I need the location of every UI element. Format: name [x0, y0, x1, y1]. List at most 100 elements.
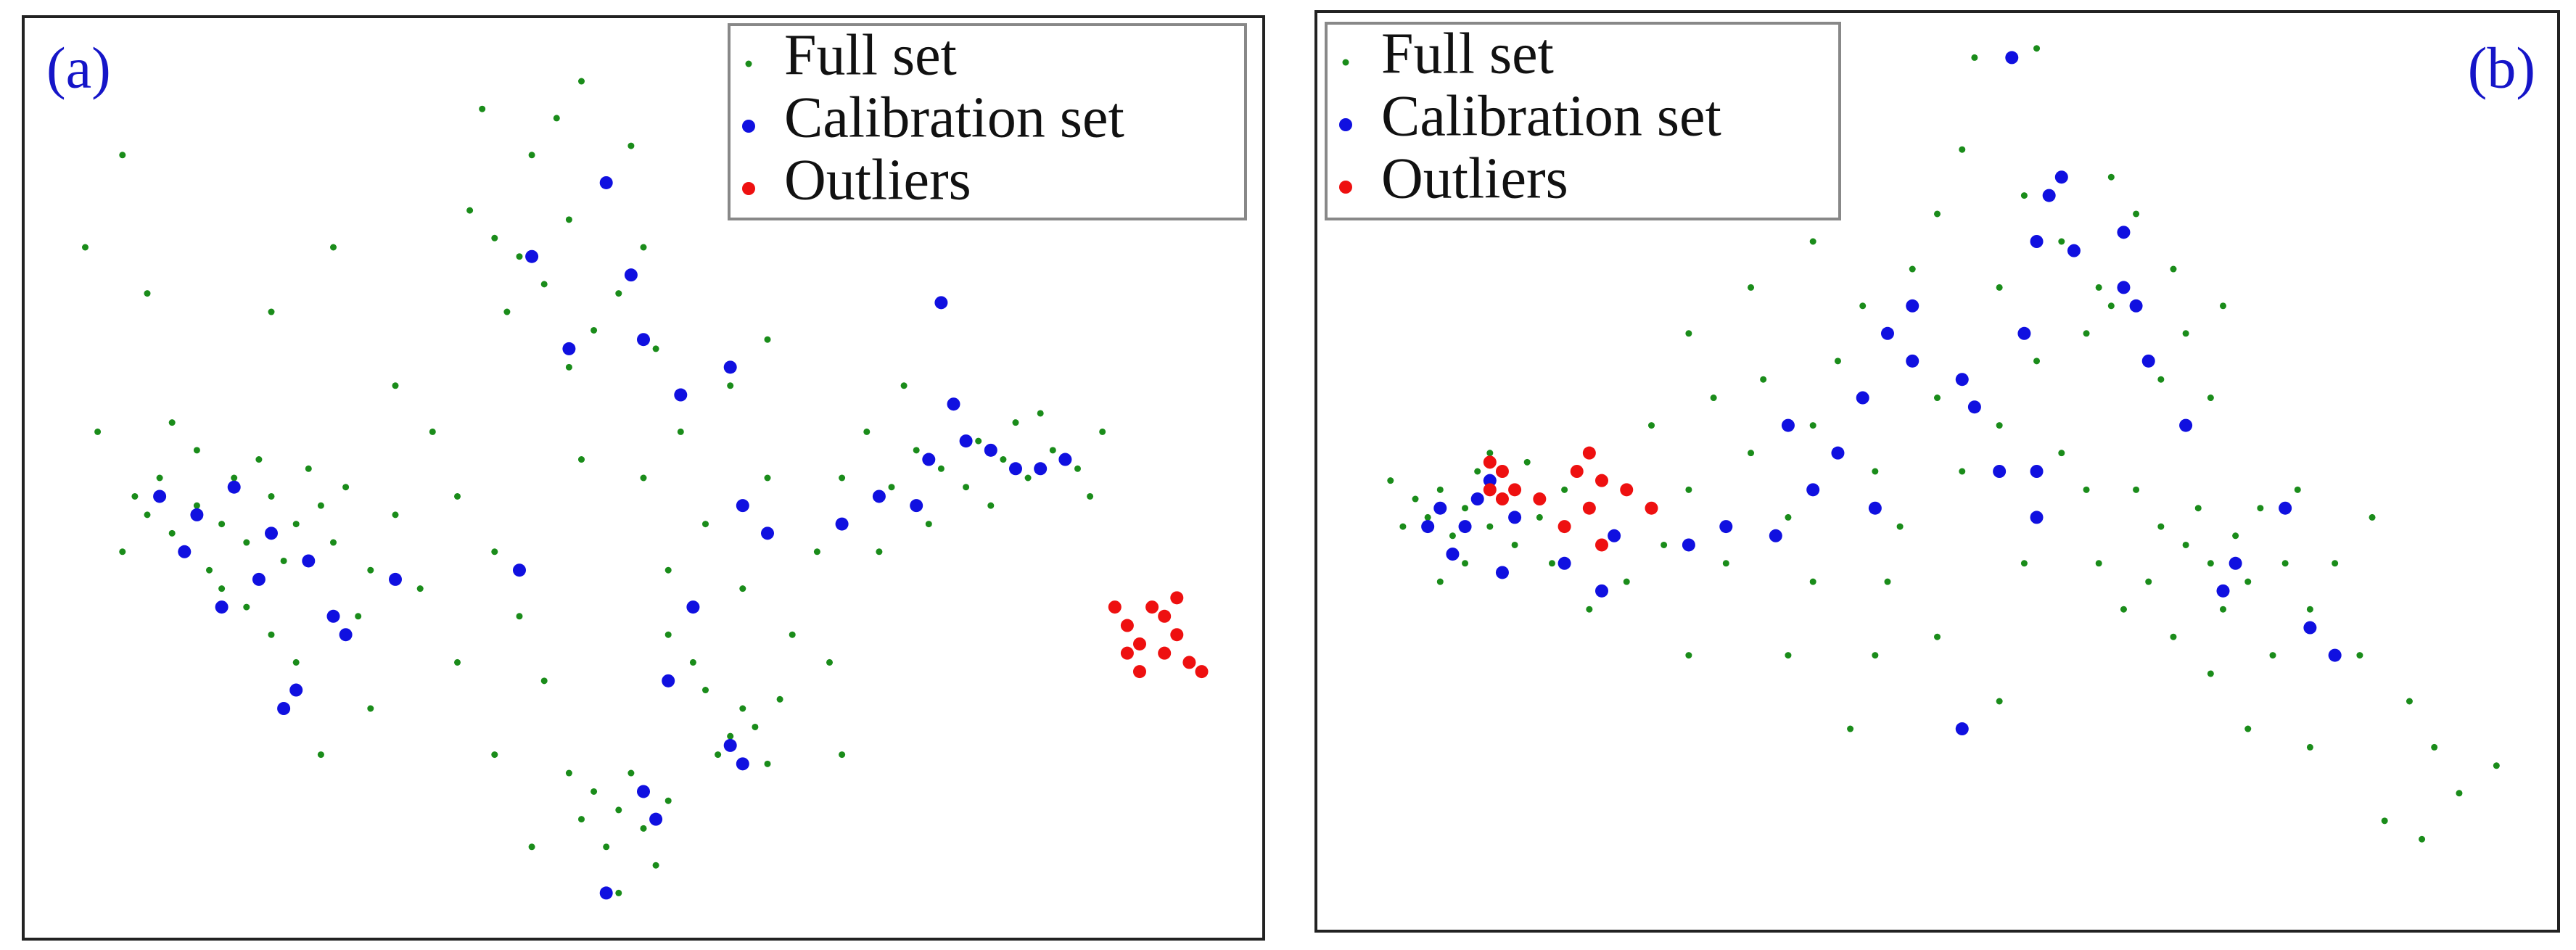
point — [491, 548, 498, 555]
point — [615, 806, 622, 814]
point — [1483, 483, 1497, 497]
legend-label: Calibration set — [1381, 84, 1721, 148]
point — [727, 382, 734, 389]
point — [739, 705, 746, 712]
point — [1748, 450, 1755, 457]
point — [1769, 529, 1782, 542]
point — [268, 308, 275, 315]
point — [1760, 376, 1767, 383]
point — [491, 234, 498, 241]
point — [389, 572, 402, 586]
point — [168, 419, 176, 426]
point — [268, 631, 275, 638]
point — [178, 545, 192, 558]
point — [1421, 520, 1435, 534]
point — [752, 723, 759, 730]
point — [1446, 548, 1460, 561]
legend-label: Outliers — [1381, 146, 1568, 210]
point — [2229, 556, 2242, 570]
point — [528, 152, 535, 159]
point — [1809, 238, 1816, 245]
point — [2269, 652, 2276, 659]
point — [491, 751, 498, 759]
point — [826, 658, 833, 666]
point — [513, 563, 526, 577]
point — [1872, 652, 1879, 659]
point — [1037, 410, 1044, 417]
point — [330, 539, 337, 546]
point — [2067, 244, 2081, 257]
point — [1458, 520, 1472, 534]
point — [2369, 513, 2376, 521]
point — [1449, 532, 1456, 540]
point — [2207, 560, 2214, 567]
point — [2232, 532, 2239, 540]
point — [1722, 560, 1729, 567]
point — [2129, 299, 2143, 313]
legend-box — [728, 23, 1247, 220]
point — [1145, 600, 1159, 614]
point — [872, 490, 886, 503]
point — [2170, 633, 2177, 640]
point — [984, 443, 997, 457]
point — [355, 613, 362, 620]
point — [1785, 652, 1792, 659]
legend-marker — [742, 182, 755, 195]
point — [776, 695, 783, 703]
point — [562, 342, 576, 355]
point — [723, 360, 737, 374]
point — [1470, 492, 1484, 506]
point — [392, 511, 399, 519]
point — [268, 492, 275, 500]
point — [627, 769, 635, 777]
point — [119, 548, 126, 555]
point — [2406, 698, 2413, 705]
legend-box — [1325, 22, 1841, 220]
point — [1582, 446, 1596, 460]
point — [367, 566, 374, 574]
point — [813, 548, 820, 555]
point — [2456, 790, 2463, 797]
point — [1582, 501, 1596, 515]
point — [2216, 584, 2230, 598]
point — [565, 216, 572, 223]
point — [2058, 450, 2065, 457]
point — [1058, 453, 1072, 466]
point — [1570, 465, 1584, 478]
point — [1533, 492, 1547, 506]
point — [925, 521, 932, 528]
point — [922, 453, 936, 466]
point — [736, 757, 749, 771]
point — [1856, 391, 1869, 405]
point — [1868, 501, 1882, 515]
point — [1748, 284, 1755, 291]
point — [2030, 511, 2044, 524]
point — [1508, 483, 1522, 497]
point — [1996, 698, 2003, 705]
point — [1462, 560, 1469, 567]
point — [2033, 358, 2041, 365]
point — [2279, 501, 2292, 515]
point — [1099, 428, 1106, 435]
point — [2058, 238, 2065, 245]
point — [565, 363, 572, 371]
point — [215, 600, 229, 614]
point — [1508, 511, 1522, 524]
point — [1074, 465, 1081, 472]
point — [677, 428, 684, 435]
point — [2281, 560, 2289, 567]
point — [1955, 373, 1969, 387]
point — [227, 480, 241, 494]
legend-marker — [1339, 118, 1352, 131]
point — [1024, 474, 1032, 482]
point — [416, 585, 424, 592]
point — [590, 788, 598, 795]
point — [987, 502, 995, 509]
point — [649, 812, 663, 826]
point — [1785, 513, 1792, 521]
point — [1834, 358, 1841, 365]
point — [2244, 725, 2252, 732]
point — [578, 816, 585, 823]
point — [1483, 455, 1497, 469]
point — [686, 600, 700, 614]
